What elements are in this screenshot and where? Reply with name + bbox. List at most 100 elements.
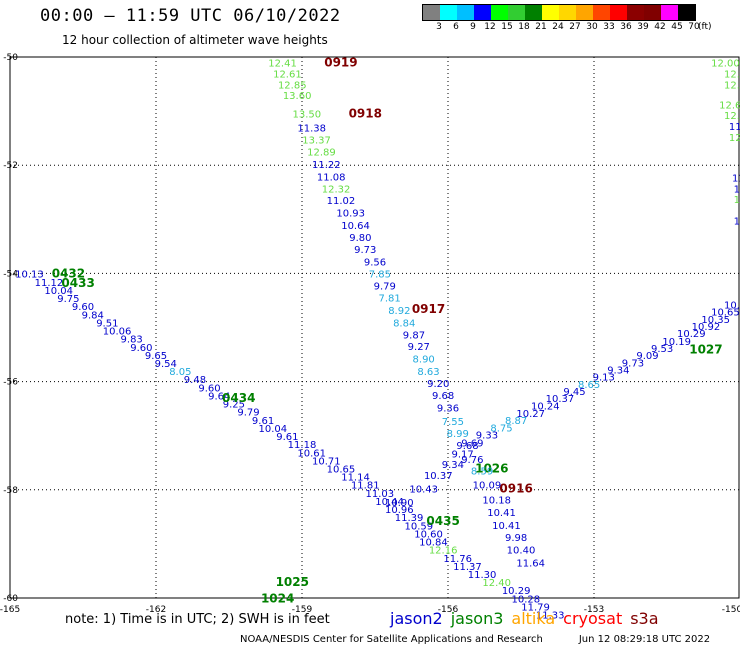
- legend-label: 21: [535, 22, 547, 32]
- wave-height-label: 12.00: [711, 59, 740, 70]
- wave-height-label: 9.53: [651, 344, 673, 355]
- wave-height-label: 10.41: [487, 508, 516, 519]
- wave-height-label: 10.29: [677, 329, 706, 340]
- wave-height-label: 9.56: [364, 257, 386, 268]
- wave-height-label: 13.37: [302, 136, 331, 147]
- lat-tick-label: -52: [3, 161, 18, 171]
- legend-swatch: [593, 5, 610, 20]
- wave-height-label: 10.65: [711, 308, 740, 319]
- wave-height-label: 8.99: [447, 429, 469, 440]
- wave-height-label: 9.54: [155, 359, 177, 370]
- time-label: 0435: [426, 514, 459, 528]
- wave-height-label: 9.87: [403, 330, 425, 341]
- legend-swatch: [678, 5, 695, 20]
- wave-height-label: 10.43: [409, 485, 438, 496]
- wave-height-label: 9.60: [72, 302, 94, 313]
- satellite-altika: altika: [511, 609, 556, 628]
- page-title: 00:00 – 11:59 UTC 06/10/2022: [40, 6, 341, 26]
- wave-height-label: 11.79: [521, 602, 550, 613]
- lon-tick-label: -159: [292, 605, 313, 615]
- wave-height-label: 12.41: [268, 59, 297, 70]
- wave-height-label: 10.37: [546, 394, 575, 405]
- wave-height-label: 9.51: [96, 318, 118, 329]
- lon-tick-label: -162: [146, 605, 166, 615]
- footer: NOAA/NESDIS Center for Satellite Applica…: [240, 634, 710, 645]
- time-label: 1026: [475, 461, 508, 475]
- satellite-s3a: s3a: [630, 609, 659, 628]
- legend-swatch: [491, 5, 508, 20]
- satellite-legend: jason2 jason3 altika cryosat s3a: [390, 609, 659, 628]
- wave-height-label: 9.68: [456, 441, 478, 452]
- lat-tick-label: -58: [3, 486, 18, 496]
- legend-label: 45: [671, 22, 683, 32]
- legend-label: 15: [501, 22, 513, 32]
- wave-height-label: 10.64: [341, 221, 370, 232]
- legend-swatch: [576, 5, 593, 20]
- time-label: 0917: [412, 302, 445, 316]
- wave-height-label: 10.71: [312, 456, 341, 467]
- wave-height-label: 12.4: [724, 111, 740, 122]
- time-label: 0433: [61, 276, 94, 290]
- wave-height-label: 9.61: [252, 416, 274, 427]
- wave-height-label: 11.37: [453, 562, 482, 573]
- wave-height-label: 9.69: [461, 439, 483, 450]
- plot-frame: [9, 56, 740, 599]
- time-label: 0916: [499, 482, 532, 496]
- wave-height-label: 11.22: [312, 160, 341, 171]
- wave-height-label: 7.81: [378, 294, 400, 305]
- lat-tick-label: -60: [3, 594, 18, 604]
- legend-label: 9: [470, 22, 476, 32]
- wave-height-label: 9.98: [505, 533, 527, 544]
- wave-height-label: 9.84: [82, 310, 104, 321]
- wave-height-label: 9.09: [636, 351, 658, 362]
- wave-height-label: 9.79: [237, 408, 259, 419]
- wave-height-label: 9.48: [184, 375, 206, 386]
- wave-height-label: 8.05: [169, 367, 191, 378]
- wave-height-label: 8.65: [578, 380, 600, 391]
- wave-height-label: 13.50: [293, 110, 322, 121]
- wave-height-label: 9.17: [451, 449, 473, 460]
- footer-timestamp: Jun 12 08:29:18 UTC 2022: [578, 634, 711, 645]
- legend-swatch: [525, 5, 542, 20]
- wave-height-label: 9.45: [563, 387, 585, 398]
- wave-height-label: 8.87: [505, 416, 527, 427]
- page-subtitle: 12 hour collection of altimeter wave hei…: [62, 33, 328, 47]
- time-label: 0919: [324, 56, 357, 70]
- wave-height-label: 9.60: [198, 383, 220, 394]
- legend-swatch: [423, 5, 440, 20]
- wave-height-label: 13.60: [283, 91, 312, 102]
- wave-height-label: 10.19: [662, 337, 691, 348]
- wave-height-label: 9.33: [476, 430, 498, 441]
- wave-height-label: 10.06: [103, 327, 132, 338]
- wave-height-label: 10.35: [701, 315, 730, 326]
- wave-height-label: 9.34: [442, 460, 464, 471]
- wave-height-label: 9.36: [437, 403, 459, 414]
- wave-height-label: 9.27: [408, 342, 430, 353]
- legend-swatch: [474, 5, 491, 20]
- wave-height-label: 11.: [732, 173, 740, 184]
- wave-height-label: 11.64: [516, 559, 545, 570]
- wave-height-label: 10.44: [375, 497, 404, 508]
- lon-tick-label: -165: [0, 605, 20, 615]
- satellite-jason3: jason3: [450, 609, 504, 628]
- wave-height-label: 11.08: [317, 172, 346, 183]
- wave-height-label: 10.18: [482, 495, 511, 506]
- time-label: 1024: [261, 591, 294, 605]
- wave-height-label: 10.61: [297, 448, 326, 459]
- time-label: 0918: [349, 107, 382, 121]
- wave-height-label: 12.16: [429, 546, 458, 557]
- legend-color-bar: [422, 4, 696, 21]
- legend-swatch: [610, 5, 627, 20]
- lat-tick-label: -54: [3, 269, 18, 279]
- wave-height-label: 12.4: [729, 133, 740, 144]
- wave-height-label: 10.09: [473, 481, 502, 492]
- wave-height-label: 11.81: [351, 481, 380, 492]
- legend-swatch: [559, 5, 576, 20]
- legend-label: 24: [552, 22, 564, 32]
- wave-height-label: 11.33: [536, 611, 565, 622]
- wave-height-label: 9.64: [208, 391, 230, 402]
- lon-tick-label: -156: [438, 605, 459, 615]
- time-label: 1025: [276, 575, 309, 589]
- wave-height-label: 11.03: [366, 489, 395, 500]
